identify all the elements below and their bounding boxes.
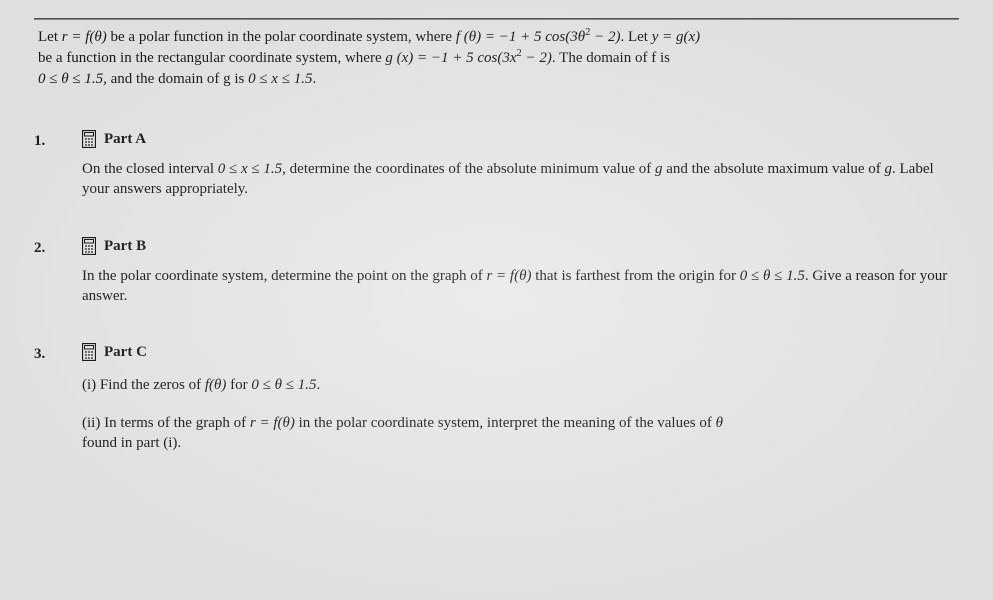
- part-label: Part B: [104, 236, 146, 256]
- part-body: (i) Find the zeros of f(θ) for 0 ≤ θ ≤ 1…: [82, 375, 959, 454]
- part-label: Part C: [104, 342, 147, 362]
- part-content: Part A On the closed interval 0 ≤ x ≤ 1.…: [82, 129, 959, 200]
- intro-text: be a function in the rectangular coordin…: [38, 50, 385, 66]
- part-number: 1.: [34, 129, 82, 151]
- body-eq: f(θ): [205, 377, 227, 393]
- intro-eq: g (x) = −1 + 5 cos(3x2 − 2): [385, 50, 552, 66]
- subpart-i: (i) Find the zeros of f(θ) for 0 ≤ θ ≤ 1…: [82, 375, 951, 395]
- part-b: 2. Part B In the polar coordinate system…: [34, 236, 959, 307]
- intro-eq: 0 ≤ x ≤ 1.5: [248, 71, 312, 87]
- part-number: 3.: [34, 342, 82, 364]
- body-text: in the polar coordinate system, interpre…: [295, 415, 716, 431]
- calculator-icon: [82, 343, 96, 361]
- body-eq: r = f(θ): [486, 268, 531, 284]
- part-number: 2.: [34, 236, 82, 258]
- intro-text: , and the domain of g is: [103, 71, 248, 87]
- problem-intro: Let r = f(θ) be a polar function in the …: [34, 26, 959, 89]
- intro-text: Let: [38, 29, 62, 45]
- body-eq: r = f(θ): [250, 415, 295, 431]
- intro-eq: y = g(x): [652, 29, 700, 45]
- intro-text: .: [312, 71, 316, 87]
- body-eq: 0 ≤ θ ≤ 1.5: [251, 377, 316, 393]
- intro-text: . Let: [620, 29, 651, 45]
- part-a: 1. Part A On the closed interval 0 ≤ x ≤…: [34, 129, 959, 200]
- intro-eq: 0 ≤ θ ≤ 1.5: [38, 71, 103, 87]
- part-body: In the polar coordinate system, determin…: [82, 266, 959, 307]
- body-text: .: [317, 377, 321, 393]
- body-text: In the polar coordinate system, determin…: [82, 268, 486, 284]
- body-text: (i) Find the zeros of: [82, 377, 205, 393]
- part-body: On the closed interval 0 ≤ x ≤ 1.5, dete…: [82, 159, 959, 200]
- intro-text: be a polar function in the polar coordin…: [107, 29, 456, 45]
- intro-text: . The domain of f is: [552, 50, 670, 66]
- intro-eq: f (θ) = −1 + 5 cos(3θ2 − 2): [456, 29, 621, 45]
- body-text: and the absolute maximum value of: [662, 161, 884, 177]
- part-content: Part C (i) Find the zeros of f(θ) for 0 …: [82, 342, 959, 453]
- part-header: Part A: [82, 129, 959, 149]
- body-eq: 0 ≤ θ ≤ 1.5: [740, 268, 805, 284]
- part-content: Part B In the polar coordinate system, d…: [82, 236, 959, 307]
- body-text: , determine the coordinates of the absol…: [282, 161, 655, 177]
- part-header: Part C: [82, 342, 959, 362]
- body-eq: 0 ≤ x ≤ 1.5: [218, 161, 282, 177]
- body-text: On the closed interval: [82, 161, 218, 177]
- body-text: (ii) In terms of the graph of: [82, 415, 250, 431]
- part-label: Part A: [104, 129, 146, 149]
- part-header: Part B: [82, 236, 959, 256]
- body-var: θ: [716, 415, 723, 431]
- part-c: 3. Part C (i) Find the zeros of f(θ) for…: [34, 342, 959, 453]
- body-var: g: [885, 161, 893, 177]
- intro-eq: r = f(θ): [62, 29, 107, 45]
- calculator-icon: [82, 130, 96, 148]
- horizontal-rule: [34, 18, 959, 20]
- body-text: found in part (i).: [82, 435, 181, 451]
- subpart-ii: (ii) In terms of the graph of r = f(θ) i…: [82, 413, 951, 454]
- body-text: for: [226, 377, 251, 393]
- calculator-icon: [82, 237, 96, 255]
- body-text: that is farthest from the origin for: [531, 268, 739, 284]
